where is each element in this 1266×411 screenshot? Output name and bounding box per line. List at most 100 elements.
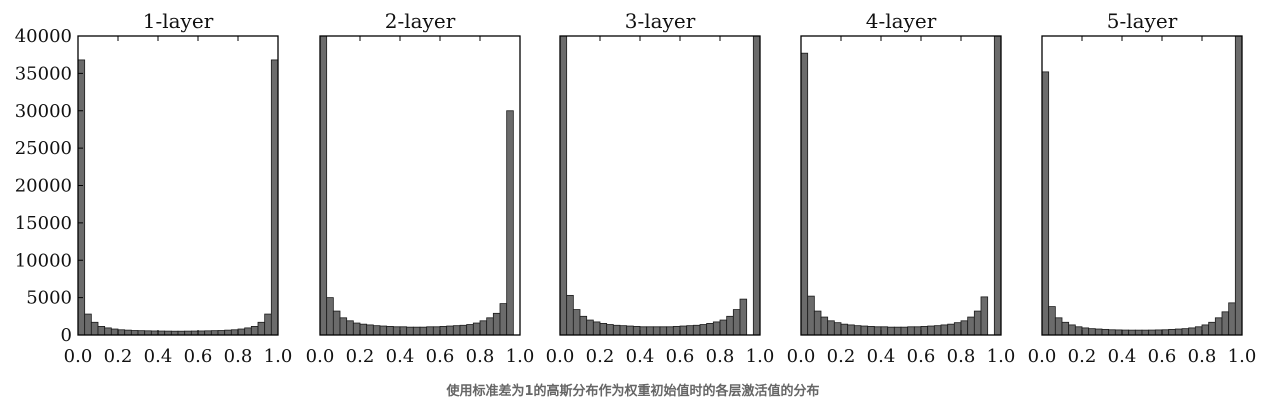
y-tick-label-1-6: 25000 (15, 138, 72, 159)
histogram-bar-1-7 (117, 329, 126, 336)
histogram-bar-5-17 (1148, 329, 1156, 336)
x-tick-label-4-3: 0.4 (867, 346, 896, 367)
histogram-bar-1-25 (237, 328, 246, 336)
x-tick-label-5-4: 0.6 (1148, 346, 1177, 367)
figure-caption: 使用标准差为1的高斯分布作为权重初始值时的各层激活值的分布 (446, 384, 820, 399)
x-tick-label-5-1: 0.0 (1028, 346, 1057, 367)
histogram-bar-3-10 (619, 325, 628, 336)
histogram-bar-5-14 (1128, 329, 1136, 336)
histogram-bar-1-27 (250, 325, 259, 336)
histogram-bar-1-9 (130, 330, 139, 336)
histogram-bar-3-19 (679, 325, 688, 336)
histogram-bar-3-21 (692, 324, 701, 336)
histogram-bar-4-26 (967, 316, 975, 336)
x-tick-label-1-5: 0.8 (224, 346, 253, 367)
histogram-bar-3-4 (579, 315, 588, 336)
histogram-bar-3-27 (732, 309, 741, 336)
histogram-bar-5-15 (1134, 329, 1143, 336)
histogram-bar-2-11 (386, 325, 394, 336)
histogram-bar-2-26 (486, 317, 494, 336)
histogram-bar-2-22 (459, 324, 468, 336)
histogram-bar-2-3 (332, 310, 341, 336)
x-tick-label-4-5: 0.8 (947, 346, 976, 367)
x-tick-label-5-5: 0.8 (1188, 346, 1217, 367)
histogram-bar-5-10 (1101, 328, 1110, 336)
histogram-bar-2-28 (499, 303, 508, 336)
y-tick-label-1-8: 35000 (15, 63, 72, 84)
histogram-bar-1-3 (90, 321, 99, 336)
histogram-bar-3-11 (626, 325, 634, 336)
histogram-bar-5-9 (1094, 328, 1103, 336)
histogram-bar-3-8 (606, 324, 614, 336)
histogram-bar-5-28 (1221, 311, 1230, 336)
histogram-bar-4-18 (913, 326, 922, 336)
histogram-bar-4-22 (940, 324, 949, 336)
histogram-bar-4-12 (873, 326, 882, 336)
histogram-bar-5-12 (1114, 329, 1123, 336)
histogram-bar-2-29 (506, 110, 514, 336)
histogram-bar-2-15 (412, 326, 421, 336)
histogram-bar-3-20 (686, 325, 694, 336)
panel-title-2: 2-layer (385, 9, 456, 33)
histogram-bar-3-26 (726, 315, 734, 336)
y-tick-label-1-7: 30000 (15, 101, 72, 122)
x-tick-label-2-3: 0.4 (386, 346, 415, 367)
panel-title-3: 3-layer (625, 9, 696, 33)
histogram-bar-3-24 (712, 321, 721, 336)
histogram-bar-5-21 (1174, 328, 1183, 336)
histogram-bar-5-25 (1201, 324, 1210, 336)
panel-title-4: 4-layer (866, 9, 937, 33)
histogram-bar-3-12 (632, 325, 641, 336)
histogram-bar-3-9 (612, 324, 621, 336)
histogram-bar-4-23 (947, 323, 955, 336)
histogram-bar-4-19 (920, 325, 929, 336)
histogram-bar-4-9 (853, 325, 862, 336)
y-tick-label-1-9: 40000 (15, 26, 72, 47)
histogram-bar-5-26 (1208, 321, 1216, 336)
histogram-bar-5-20 (1168, 328, 1176, 336)
histogram-bar-2-1 (319, 35, 328, 336)
panel-frame-5 (1041, 35, 1243, 336)
histogram-bar-2-27 (492, 312, 501, 336)
x-tick-label-3-2: 0.2 (586, 346, 615, 367)
histogram-bar-3-25 (719, 319, 728, 336)
histogram-bar-4-2 (807, 295, 815, 336)
histogram-bar-4-4 (820, 316, 829, 336)
histogram-bar-3-3 (572, 309, 581, 336)
y-tick-label-1-1: 0 (61, 325, 72, 346)
histogram-bar-5-8 (1088, 328, 1096, 336)
histogram-bar-2-8 (366, 324, 374, 336)
histogram-bar-2-13 (399, 326, 408, 336)
panel-title-1: 1-layer (143, 9, 214, 33)
x-tick-label-5-3: 0.4 (1108, 346, 1137, 367)
histogram-bar-4-13 (880, 326, 889, 336)
x-tick-label-2-2: 0.2 (346, 346, 375, 367)
histogram-bar-5-5 (1068, 324, 1076, 336)
histogram-bar-5-2 (1048, 306, 1056, 336)
histogram-bar-1-4 (97, 325, 106, 336)
histogram-bar-2-4 (339, 317, 348, 336)
histogram-bar-1-22 (217, 330, 226, 336)
histogram-bar-4-5 (827, 320, 835, 336)
histogram-bar-5-24 (1194, 326, 1203, 336)
histogram-bar-2-16 (419, 326, 428, 336)
histogram-bar-4-10 (860, 325, 869, 336)
histogram-bar-3-13 (639, 326, 648, 336)
histogram-bar-2-24 (472, 322, 481, 336)
histogram-bar-3-30 (752, 35, 761, 336)
histogram-bar-4-1 (800, 52, 809, 336)
x-tick-label-2-4: 0.6 (426, 346, 455, 367)
x-tick-label-4-1: 0.0 (787, 346, 816, 367)
histogram-bar-5-19 (1161, 329, 1170, 336)
x-tick-label-1-4: 0.6 (184, 346, 213, 367)
y-tick-label-1-2: 5000 (26, 288, 72, 309)
histogram-bar-5-29 (1228, 302, 1236, 336)
histogram-bar-5-16 (1141, 329, 1150, 336)
histogram-bar-2-2 (326, 297, 334, 336)
x-tick-label-3-4: 0.6 (666, 346, 695, 367)
x-tick-label-4-6: 1.0 (987, 346, 1016, 367)
histogram-bar-3-2 (566, 294, 574, 336)
histogram-bar-5-22 (1181, 328, 1190, 336)
y-tick-label-1-4: 15000 (15, 213, 72, 234)
histogram-bar-3-5 (586, 319, 594, 336)
